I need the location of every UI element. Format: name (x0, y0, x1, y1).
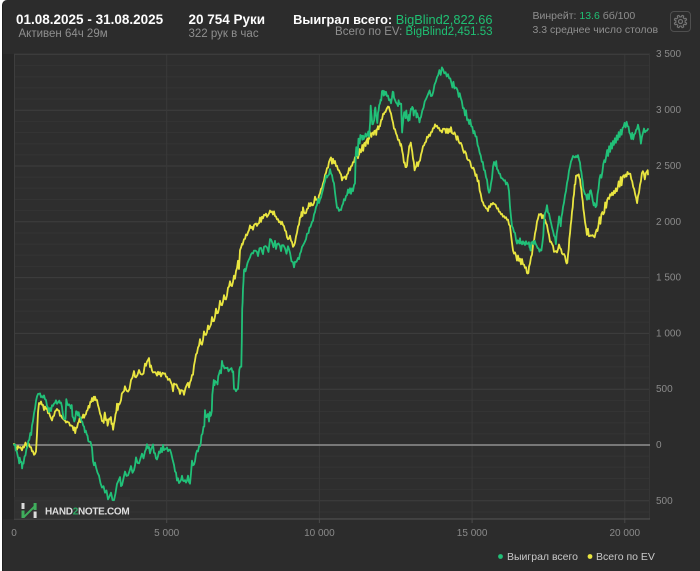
svg-text:5 000: 5 000 (154, 528, 179, 539)
svg-text:Выиграл всего: Выиграл всего (507, 551, 578, 563)
svg-text:20 000: 20 000 (610, 528, 641, 539)
svg-text:10 000: 10 000 (304, 528, 335, 539)
svg-text:1 500: 1 500 (656, 273, 681, 284)
svg-text:500: 500 (656, 384, 673, 395)
svg-text:3 500: 3 500 (656, 49, 681, 60)
svg-text:2 000: 2 000 (656, 217, 681, 228)
svg-text:500: 500 (656, 496, 673, 507)
svg-text:1 000: 1 000 (656, 328, 681, 339)
svg-text:0: 0 (11, 528, 17, 539)
svg-text:3 000: 3 000 (656, 105, 681, 116)
svg-text:2 500: 2 500 (656, 161, 681, 172)
svg-text:15 000: 15 000 (457, 528, 488, 539)
svg-text:0: 0 (656, 440, 662, 451)
svg-text:HAND2NOTE.COM: HAND2NOTE.COM (45, 507, 129, 518)
svg-text:Всего по EV: Всего по EV (596, 551, 655, 563)
